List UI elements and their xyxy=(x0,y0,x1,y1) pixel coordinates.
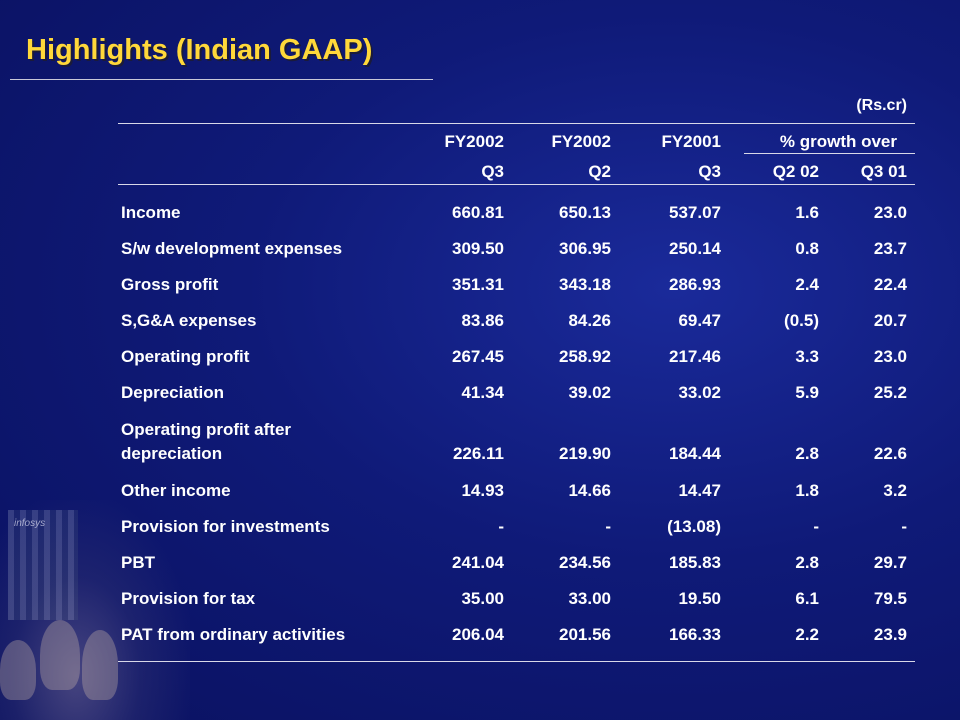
table-cell: 537.07 xyxy=(669,203,721,222)
table-cell: 306.95 xyxy=(559,239,611,258)
table-cell: 250.14 xyxy=(669,239,721,258)
row-label-continued: depreciation xyxy=(121,444,223,463)
table-cell: 184.44 xyxy=(669,444,721,463)
row-label: PBT xyxy=(121,553,155,572)
row-label: S/w development expenses xyxy=(121,239,343,258)
table-cell: 1.6 xyxy=(795,203,819,222)
row-label: Depreciation xyxy=(121,383,224,402)
table-cell: 2.8 xyxy=(795,553,819,572)
table-cell: 226.11 xyxy=(452,444,504,463)
unit-label: (Rs.cr) xyxy=(856,97,907,114)
header-fy2001-q3: FY2001 xyxy=(661,132,721,151)
header-q2: Q2 xyxy=(588,162,611,181)
table-cell: 219.90 xyxy=(559,444,611,463)
table-cell: 258.92 xyxy=(559,347,611,366)
table-cell: 650.13 xyxy=(559,203,611,222)
building-image xyxy=(8,510,78,620)
person-figure xyxy=(40,620,80,690)
table-cell: 23.7 xyxy=(873,239,907,258)
table-cell: 166.33 xyxy=(669,625,721,644)
table-cell: 20.7 xyxy=(873,311,907,330)
table-cell: 351.31 xyxy=(452,275,504,294)
table-cell: 84.26 xyxy=(568,311,611,330)
table-cell: 1.8 xyxy=(795,481,819,500)
header-growth: % growth over xyxy=(779,132,897,151)
table-cell: 19.50 xyxy=(678,589,721,608)
table-cell: 241.04 xyxy=(452,553,504,572)
row-label: S,G&A expenses xyxy=(121,311,257,330)
table-cell: 267.45 xyxy=(452,347,504,366)
row-label: Provision for investments xyxy=(121,517,330,536)
table-cell: 3.3 xyxy=(795,347,819,366)
logo-text: infosys xyxy=(14,518,46,529)
table-cell: 35.00 xyxy=(461,589,504,608)
table-bottom-rule xyxy=(118,661,915,662)
person-figure xyxy=(0,640,36,700)
page-title: Highlights (Indian GAAP) xyxy=(26,34,373,66)
table-cell: 206.04 xyxy=(452,625,504,644)
table-cell: 25.2 xyxy=(873,383,907,402)
table-cell: 0.8 xyxy=(795,239,819,258)
header-fy2002-q2: FY2002 xyxy=(551,132,611,151)
table-cell: 41.34 xyxy=(461,383,504,402)
table-cell: 79.5 xyxy=(873,589,907,608)
header-bottom-rule xyxy=(118,184,915,185)
row-label: Other income xyxy=(121,481,231,500)
table-cell: (0.5) xyxy=(784,311,819,330)
table-cell: 217.46 xyxy=(669,347,721,366)
table-cell: 39.02 xyxy=(568,383,611,402)
table-cell: 2.2 xyxy=(795,625,819,644)
header-q3-fy01: Q3 xyxy=(698,162,721,181)
table-cell: - xyxy=(813,517,819,536)
table-cell: 14.66 xyxy=(568,481,611,500)
table-cell: 2.8 xyxy=(795,444,819,463)
table-cell: 23.0 xyxy=(873,347,907,366)
table-cell: 33.02 xyxy=(678,383,721,402)
table-cell: 33.00 xyxy=(568,589,611,608)
table-cell: 2.4 xyxy=(795,275,819,294)
table-cell: 23.0 xyxy=(873,203,907,222)
table-cell: 22.4 xyxy=(873,275,907,294)
row-label: Income xyxy=(121,203,181,222)
title-divider xyxy=(10,79,433,80)
table-cell: 343.18 xyxy=(559,275,611,294)
table-top-rule xyxy=(118,123,915,124)
table-cell: 83.86 xyxy=(461,311,504,330)
table-cell: - xyxy=(498,517,504,536)
row-label: Operating profit xyxy=(121,347,250,366)
table-cell: 3.2 xyxy=(883,481,907,500)
table-cell: 23.9 xyxy=(873,625,907,644)
office-photo: infosys xyxy=(0,500,190,720)
table-cell: - xyxy=(605,517,611,536)
table-cell: 201.56 xyxy=(559,625,611,644)
table-cell: 22.6 xyxy=(873,444,907,463)
table-cell: 286.93 xyxy=(669,275,721,294)
table-cell: 660.81 xyxy=(452,203,504,222)
table-cell: (13.08) xyxy=(667,517,721,536)
header-fy2002-q3: FY2002 xyxy=(444,132,504,151)
header-q3: Q3 xyxy=(481,162,504,181)
row-label: PAT from ordinary activities xyxy=(121,625,346,644)
table-cell: 14.47 xyxy=(678,481,721,500)
table-cell: 69.47 xyxy=(678,311,721,330)
table-cell: - xyxy=(901,517,907,536)
header-q3-01: Q3 01 xyxy=(860,162,907,181)
table-cell: 14.93 xyxy=(461,481,504,500)
row-label: Operating profit after xyxy=(121,420,292,439)
table-cell: 29.7 xyxy=(873,553,907,572)
table-cell: 234.56 xyxy=(559,553,611,572)
growth-header-rule xyxy=(744,153,915,154)
table-cell: 5.9 xyxy=(795,383,819,402)
row-label: Gross profit xyxy=(121,275,219,294)
table-cell: 185.83 xyxy=(669,553,721,572)
table-cell: 6.1 xyxy=(795,589,819,608)
row-label: Provision for tax xyxy=(121,589,256,608)
person-figure xyxy=(82,630,118,700)
table-cell: 309.50 xyxy=(452,239,504,258)
header-q2-02: Q2 02 xyxy=(772,162,819,181)
